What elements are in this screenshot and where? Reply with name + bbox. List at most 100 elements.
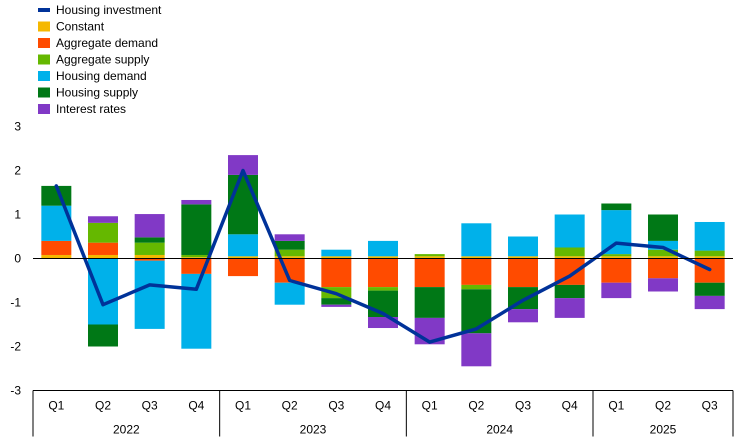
bar-housing-demand-12 (601, 210, 632, 255)
bar-interest-rates-5 (274, 234, 305, 241)
bar-aggregate-demand-2 (134, 258, 165, 261)
x-tick-label: Q3 (515, 399, 531, 413)
y-tick-label: -3 (10, 384, 21, 398)
bar-housing-supply-2 (134, 237, 165, 243)
bar-constant-12 (601, 256, 632, 259)
bar-aggregate-demand-9 (461, 258, 492, 285)
legend-label-interest-rates: Interest rates (56, 102, 126, 116)
bar-constant-9 (461, 256, 492, 259)
y-tick-label: 3 (14, 120, 21, 134)
bar-housing-demand-9 (461, 223, 492, 257)
bar-aggregate-demand-6 (321, 258, 352, 288)
bar-housing-supply-1 (88, 324, 118, 347)
legend-label-constant: Constant (56, 20, 105, 34)
bar-housing-demand-2 (134, 260, 165, 329)
bar-housing-demand-4 (228, 234, 258, 257)
bar-constant-13 (648, 256, 678, 259)
bar-aggregate-supply-3 (181, 254, 212, 258)
bar-housing-demand-11 (554, 214, 585, 248)
y-tick-label: -2 (10, 340, 21, 354)
year-label: 2025 (650, 423, 677, 437)
bar-aggregate-demand-13 (648, 258, 678, 279)
bar-housing-demand-14 (694, 221, 725, 251)
legend-swatch-interest-rates (38, 104, 50, 114)
bar-interest-rates-2 (134, 214, 165, 238)
x-tick-label: Q2 (95, 399, 111, 413)
year-label: 2022 (113, 423, 140, 437)
bar-aggregate-demand-7 (368, 258, 398, 288)
x-tick-label: Q4 (375, 399, 391, 413)
legend: Housing investment Constant Aggregate dema… (38, 3, 162, 116)
bar-aggregate-demand-12 (601, 258, 632, 283)
bar-housing-demand-1 (88, 258, 118, 325)
bar-housing-demand-5 (274, 282, 305, 305)
year-label: 2023 (300, 423, 327, 437)
bar-housing-supply-11 (554, 284, 585, 299)
bar-housing-supply-6 (321, 298, 352, 305)
bar-interest-rates-6 (321, 304, 352, 307)
bar-housing-supply-5 (274, 240, 305, 250)
bar-constant-4 (228, 256, 258, 259)
x-tick-label: Q1 (48, 399, 64, 413)
bar-constant-1 (88, 254, 118, 259)
legend-swatch-aggregate-demand (38, 38, 50, 48)
bar-aggregate-supply-8 (414, 254, 445, 257)
bar-constant-11 (554, 256, 585, 259)
axes: 3 2 1 0 -1 -2 -3 Q1 Q2 Q3 Q4 Q1 Q2 Q3 Q4 Q1 Q2 Q3 Q4 Q1 Q2 Q3… (10, 120, 734, 437)
year-label: 2024 (486, 423, 513, 437)
x-tick-label: Q1 (235, 399, 251, 413)
x-tick-label: Q2 (468, 399, 484, 413)
bar-aggregate-supply-5 (274, 249, 305, 257)
legend-swatch-constant (38, 21, 50, 32)
x-tick-label: Q3 (702, 399, 718, 413)
bar-aggregate-supply-2 (134, 242, 165, 255)
bar-aggregate-supply-12 (601, 254, 632, 257)
bar-interest-rates-11 (554, 298, 585, 318)
bar-constant-0 (41, 254, 72, 259)
bars (41, 155, 725, 367)
bar-aggregate-supply-7 (368, 287, 398, 291)
bar-interest-rates-14 (694, 295, 725, 310)
y-tick-label: 2 (14, 164, 21, 178)
bar-aggregate-supply-13 (648, 249, 678, 257)
bar-aggregate-demand-10 (508, 258, 538, 288)
bar-housing-supply-9 (461, 289, 492, 334)
bar-housing-supply-14 (694, 282, 725, 296)
x-tick-label: Q3 (142, 399, 158, 413)
y-tick-label: 1 (14, 208, 21, 222)
bar-housing-supply-3 (181, 204, 212, 255)
bar-housing-demand-7 (368, 240, 398, 257)
bar-interest-rates-1 (88, 216, 118, 223)
line-series (54, 168, 712, 344)
legend-swatch-housing-supply (38, 87, 50, 98)
bar-aggregate-demand-1 (88, 242, 118, 255)
bar-aggregate-demand-4 (228, 258, 258, 277)
bar-aggregate-demand-8 (414, 258, 445, 288)
bar-constant-7 (368, 256, 398, 259)
x-tick-label: Q1 (422, 399, 438, 413)
bar-constant-3 (181, 257, 212, 259)
x-tick-label: Q3 (328, 399, 344, 413)
bar-constant-14 (694, 256, 725, 259)
bar-interest-rates-10 (508, 309, 538, 323)
bar-housing-supply-8 (414, 287, 445, 318)
legend-label-housing-supply: Housing supply (56, 86, 138, 100)
bar-interest-rates-4 (228, 155, 258, 175)
bar-interest-rates-3 (181, 199, 212, 205)
legend-label-aggregate-supply: Aggregate supply (56, 53, 149, 67)
legend-label-aggregate-demand: Aggregate demand (56, 36, 158, 50)
x-tick-label: Q2 (282, 399, 298, 413)
y-tick-label: -1 (10, 296, 21, 310)
legend-label-housing-demand: Housing demand (56, 69, 147, 83)
bar-housing-supply-13 (648, 214, 678, 241)
legend-swatch-housing-demand (38, 71, 50, 81)
x-tick-label: Q4 (562, 399, 578, 413)
legend-swatch-housing-investment (38, 8, 50, 12)
bar-housing-demand-13 (648, 240, 678, 250)
x-tick-label: Q2 (655, 399, 671, 413)
legend-label-housing-investment: Housing investment (56, 3, 162, 17)
bar-constant-6 (321, 256, 352, 259)
bar-constant-8 (414, 256, 445, 259)
bar-aggregate-supply-9 (461, 284, 492, 290)
